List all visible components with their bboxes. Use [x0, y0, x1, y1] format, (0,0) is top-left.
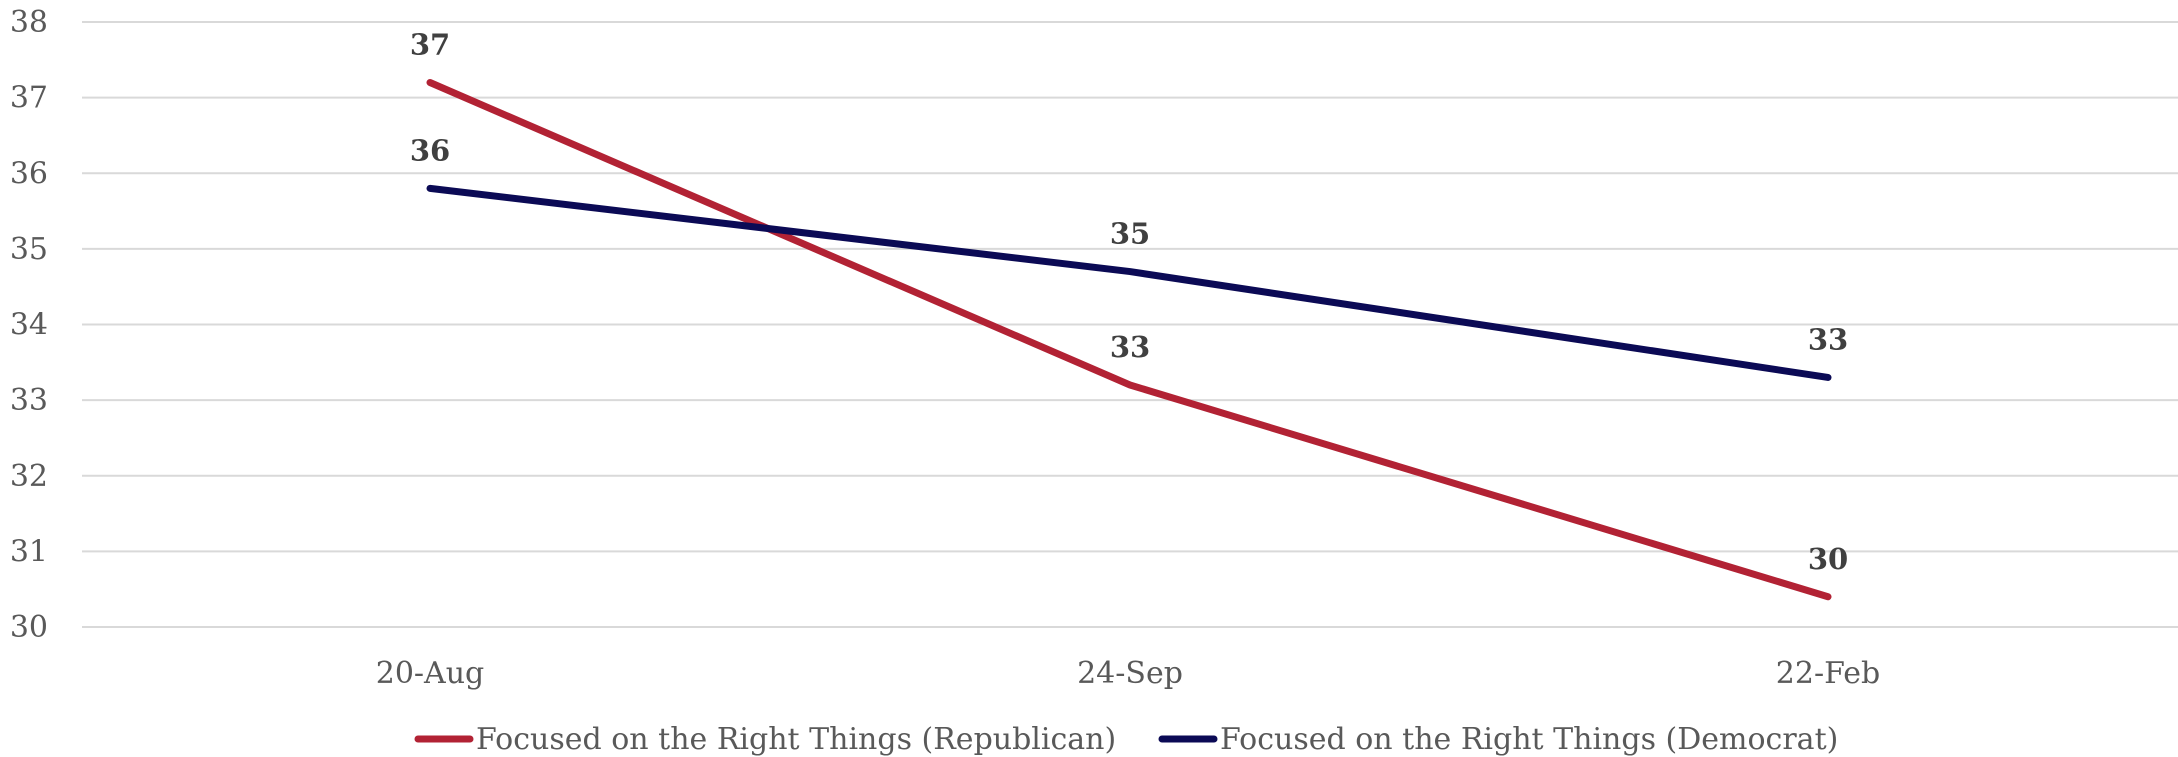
series-line-democrat [426, 184, 1832, 381]
data-label: 35 [1110, 217, 1150, 251]
data-label: 33 [1110, 330, 1150, 364]
y-tick-label: 38 [10, 5, 48, 40]
y-tick-label: 33 [10, 383, 48, 418]
y-tick-label: 36 [10, 156, 48, 191]
legend-label: Focused on the Right Things (Democrat) [1220, 722, 1838, 757]
series-lines [426, 79, 1832, 601]
x-axis-ticks: 20-Aug 24-Sep 22-Feb [376, 656, 1880, 691]
series-line-republican [426, 79, 1832, 601]
x-tick-label: 24-Sep [1077, 656, 1183, 691]
data-label: 37 [410, 28, 450, 62]
gridlines [82, 21, 2178, 628]
data-label: 33 [1808, 322, 1848, 356]
data-label: 36 [410, 133, 450, 167]
y-tick-label: 30 [10, 610, 48, 645]
x-tick-label: 20-Aug [376, 656, 485, 691]
y-tick-label: 32 [10, 459, 48, 494]
legend: Focused on the Right Things (Republican)… [414, 722, 1838, 757]
legend-item-republican: Focused on the Right Things (Republican) [414, 722, 1116, 757]
x-tick-label: 22-Feb [1776, 656, 1880, 691]
y-tick-label: 34 [10, 308, 48, 343]
y-axis-ticks: 30 31 32 33 34 35 36 37 38 [10, 5, 48, 645]
y-tick-label: 35 [10, 232, 48, 267]
data-labels: 37 33 30 36 35 33 [410, 28, 1848, 576]
y-tick-label: 31 [10, 534, 48, 569]
legend-label: Focused on the Right Things (Republican) [476, 722, 1116, 757]
y-tick-label: 37 [10, 81, 48, 116]
data-label: 30 [1808, 542, 1848, 576]
legend-item-democrat: Focused on the Right Things (Democrat) [1158, 722, 1838, 757]
